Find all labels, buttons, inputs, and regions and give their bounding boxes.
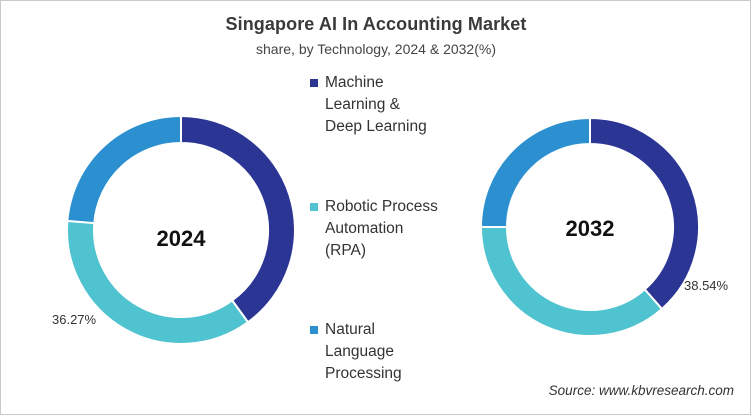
donut-segment (180, 114, 296, 324)
square-marker-icon (310, 326, 318, 334)
legend-label: Robotic Process Automation (RPA) (325, 198, 438, 259)
donut-segment (589, 116, 700, 311)
chart-title: Singapore AI In Accounting Market (225, 14, 527, 34)
donut-2032 (479, 116, 700, 337)
donut-2024-data-label: 36.27% (52, 312, 97, 327)
donut-2032-data-label: 38.54% (684, 278, 729, 293)
chart-subtitle: share, by Technology, 2024 & 2032(%) (256, 41, 496, 57)
source-credit: Source: www.kbvresearch.com (548, 383, 734, 398)
donut-2032-center-label: 2032 (566, 216, 615, 241)
donut-segment (479, 226, 664, 337)
donut-segment (479, 116, 591, 228)
donut-2024-center-label: 2024 (157, 226, 207, 251)
square-marker-icon (310, 203, 318, 211)
square-marker-icon (310, 79, 318, 87)
donut-2024 (66, 114, 296, 345)
legend-label: Natural Language Processing (325, 321, 402, 382)
donut-segment (66, 114, 182, 225)
legend-label: Machine Learning & Deep Learning (325, 74, 427, 135)
